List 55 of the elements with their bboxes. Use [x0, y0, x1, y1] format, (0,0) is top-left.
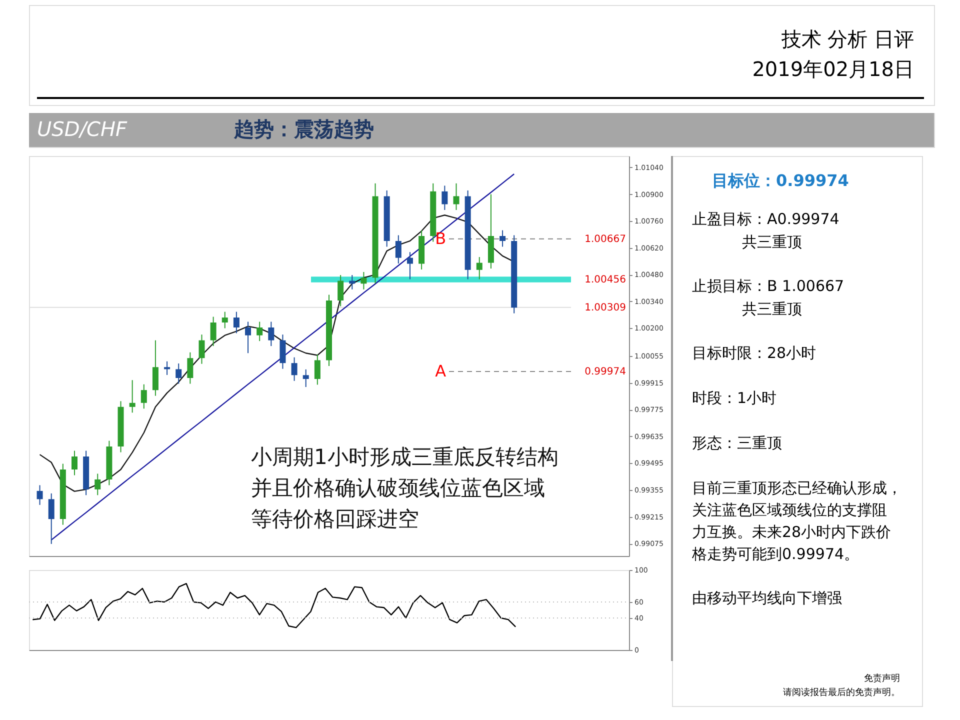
- candlestick: [280, 334, 286, 370]
- annotation: 并且价格确认破颈线位蓝色区域: [251, 476, 545, 500]
- candlestick: [187, 352, 194, 384]
- candlestick: [210, 316, 216, 347]
- text: 止损目标：B 1.00667: [692, 277, 844, 295]
- annotation: A: [435, 362, 446, 381]
- candlestick: [245, 321, 252, 354]
- ref-line-label: 1.00667: [584, 234, 626, 245]
- candlestick: [140, 384, 147, 410]
- candlestick: [164, 360, 170, 376]
- candlestick: [395, 234, 402, 264]
- candlestick: [256, 321, 263, 342]
- candlestick: [302, 368, 309, 388]
- candlestick: [48, 492, 54, 544]
- ref-line-label: 0.99974: [584, 366, 626, 378]
- text: 共三重顶: [742, 233, 802, 251]
- text: 止盈目标：A0.99974: [692, 210, 840, 228]
- candlestick: [233, 311, 240, 334]
- candlestick: [222, 311, 228, 329]
- text: 共三重顶: [742, 300, 802, 318]
- text: 2019年02月18日: [752, 57, 914, 81]
- annotation: 等待价格回踩进空: [251, 507, 419, 531]
- candlestick: [71, 450, 78, 476]
- text: 时段：1小时: [692, 389, 777, 407]
- candlestick: [500, 230, 506, 248]
- candlestick: [476, 256, 482, 280]
- ref-line-label: 1.00309: [584, 302, 626, 314]
- text: 形态：三重顶: [692, 434, 782, 452]
- text: 请阅读报告最后的免责声明。: [783, 687, 900, 698]
- candlestick: [314, 354, 320, 386]
- candlestick: [406, 252, 413, 280]
- chart-subtitle: 趋势：震荡趋势: [233, 117, 374, 141]
- band-label: 1.00456: [584, 274, 626, 286]
- candlestick: [268, 321, 274, 347]
- candlestick: [453, 182, 460, 210]
- candlestick: [198, 334, 205, 364]
- annotation: B: [435, 228, 446, 248]
- annotation: 小周期1小时形成三重底反转结构: [251, 445, 558, 469]
- candlestick: [291, 356, 298, 382]
- text: 技术 分析 日评: [780, 27, 914, 51]
- candlestick: [442, 185, 448, 210]
- text: 由移动平均线向下增强: [692, 589, 842, 607]
- candlestick: [176, 362, 182, 384]
- candlestick: [338, 274, 344, 307]
- candlestick: [152, 340, 158, 396]
- text: 目前三重顶形态已经确认形成，关注蓝色区域颈线位的支撑阻力互换。未来28小时内下跌价格走势可能到0.99974。: [691, 479, 902, 563]
- text: 目标时限：28小时: [692, 344, 816, 362]
- candlestick: [129, 380, 136, 414]
- line-series: [32, 583, 516, 628]
- candlestick: [360, 271, 367, 290]
- text: 免责声明: [864, 673, 900, 684]
- candlestick: [36, 484, 43, 506]
- text: 目标位：0.99974: [712, 171, 849, 190]
- candlestick: [94, 473, 101, 496]
- chart-title: USD/CHF: [37, 117, 128, 141]
